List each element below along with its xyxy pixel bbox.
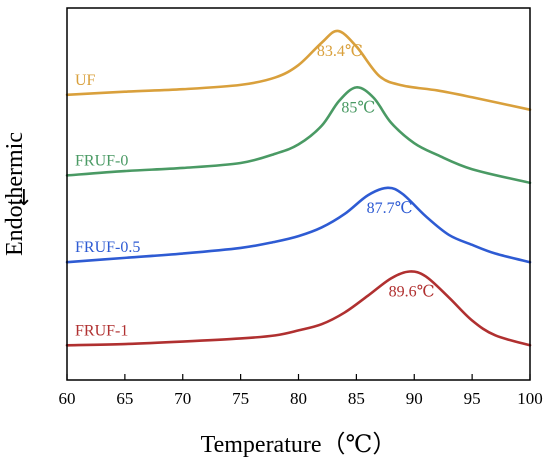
peak-label-fruf-0: 85℃ <box>341 99 375 116</box>
x-axis: 60 65 70 75 80 85 90 95 100 <box>59 374 543 408</box>
annotations: UF 83.4℃ FRUF-0 85℃ FRUF-0.5 87.7℃ FRUF-1 89.6℃ <box>75 43 435 339</box>
series-line-fruf-1 <box>65 270 532 347</box>
x-tick-label: 90 <box>406 389 423 408</box>
x-tick-label: 80 <box>290 389 307 408</box>
series-line-fruf-0 <box>65 86 532 185</box>
x-tick-label: 85 <box>348 389 365 408</box>
peak-label-uf: 83.4℃ <box>317 43 363 60</box>
endothermic-down-arrow: ↓ <box>15 186 33 211</box>
peak-label-fruf-1: 89.6℃ <box>389 284 435 301</box>
series-label-fruf-0-5: FRUF-0.5 <box>75 239 140 256</box>
series-label-fruf-0: FRUF-0 <box>75 152 128 169</box>
x-tick-label: 100 <box>517 389 543 408</box>
peak-label-fruf-0-5: 87.7℃ <box>367 200 413 217</box>
plot-area <box>65 29 532 347</box>
x-tick-label: 60 <box>59 389 76 408</box>
x-tick-label: 70 <box>174 389 191 408</box>
x-axis-title: Temperature（℃） <box>201 432 397 458</box>
x-tick-label: 75 <box>232 389 249 408</box>
x-tick-label: 95 <box>464 389 481 408</box>
series-line-uf <box>65 29 532 111</box>
y-axis-title: Endothermic <box>2 132 28 256</box>
series-line-fruf-0-5 <box>65 186 532 264</box>
series-label-uf: UF <box>75 72 96 89</box>
x-tick-label: 65 <box>116 389 133 408</box>
series-label-fruf-1: FRUF-1 <box>75 322 128 339</box>
